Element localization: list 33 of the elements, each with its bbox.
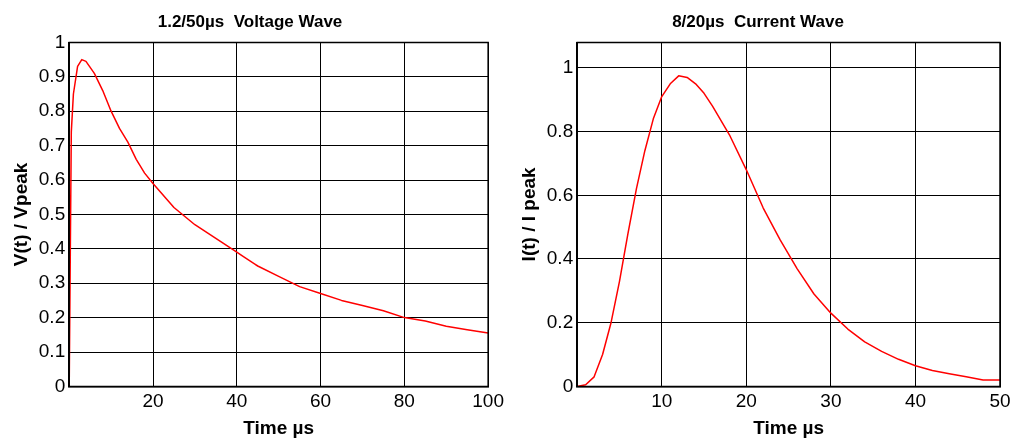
- x-tick-label: 100: [472, 390, 504, 412]
- x-tick-label: 40: [904, 390, 927, 412]
- y-tick-label: 1: [54, 30, 66, 52]
- x-tick-label: 20: [142, 390, 164, 412]
- y-tick-label: 0.1: [38, 340, 66, 362]
- x-tick-label: 80: [393, 390, 415, 412]
- y-tick-label: 0: [54, 374, 66, 396]
- y-tick-label: 0.2: [38, 305, 66, 327]
- y-tick-label: 1: [562, 56, 574, 78]
- y-tick-label: 0.5: [38, 202, 66, 224]
- y-axis-title: V(t) / Vpeak: [9, 162, 31, 267]
- y-tick-label: 0.3: [38, 271, 66, 293]
- y-tick-label: 0.6: [546, 183, 574, 205]
- chart-title: 8/20µs Current Wave: [672, 11, 844, 31]
- y-tick-label: 0.4: [546, 247, 574, 269]
- y-tick-label: 0: [562, 374, 574, 396]
- x-tick-label: 10: [651, 390, 673, 412]
- chart-title: 1.2/50µs Voltage Wave: [157, 11, 343, 31]
- y-tick-label: 0.4: [38, 237, 66, 259]
- y-tick-label: 0.8: [38, 99, 66, 121]
- x-axis-title: Time µs: [243, 416, 315, 438]
- y-tick-label: 0.9: [38, 65, 66, 87]
- y-tick-label: 0.6: [38, 168, 66, 190]
- x-tick-label: 30: [820, 390, 842, 412]
- y-tick-label: 0.7: [38, 133, 66, 155]
- x-tick-label: 60: [310, 390, 332, 412]
- x-tick-label: 40: [226, 390, 248, 412]
- y-tick-label: 0.2: [546, 310, 574, 332]
- x-tick-label: 20: [735, 390, 757, 412]
- y-tick-label: 0.8: [546, 119, 574, 141]
- y-axis-title: I(t) / I peak: [517, 166, 539, 262]
- x-axis-title: Time µs: [753, 416, 824, 438]
- x-tick-label: 50: [989, 390, 1011, 412]
